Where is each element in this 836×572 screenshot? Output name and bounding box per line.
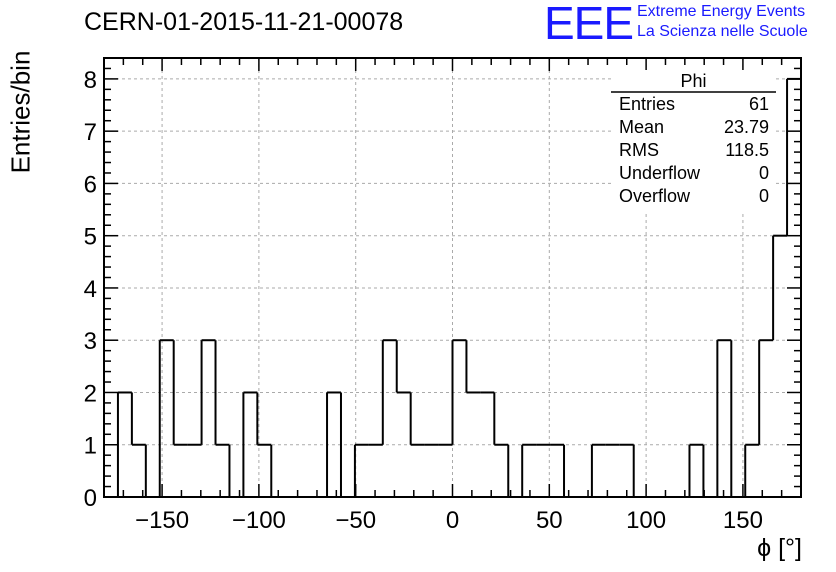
y-tick-label: 8 [84,67,97,94]
eee-logo: EEE [544,0,634,49]
x-tick-label: −150 [135,507,189,534]
stats-box-title: Phi [680,71,706,91]
x-tick-label: 100 [626,507,666,534]
x-axis-label: ϕ [°] [757,534,802,562]
stats-value: 118.5 [725,140,769,160]
logo-subtitle-2: La Scienza nelle Scuole [637,23,808,40]
y-tick-label: 7 [84,119,97,146]
axis-tick-labels: −150 −100 −50 0 50 100 150 0 1 2 3 4 5 6 7 8 [84,67,763,534]
x-tick-label: −50 [335,507,376,534]
stats-value: 0 [759,186,769,206]
stats-label: RMS [619,140,659,160]
axis-ticks [104,58,801,498]
stats-value: 61 [749,94,769,114]
x-tick-label: 150 [723,507,763,534]
y-tick-label: 0 [84,485,97,512]
stats-label: Underflow [619,163,701,183]
stats-value: 23.79 [724,117,769,137]
logo-subtitle-1: Extreme Energy Events [637,3,806,20]
stats-label: Mean [619,117,664,137]
chart-title: CERN-01-2015-11-21-00078 [84,8,404,36]
y-tick-label: 3 [84,328,97,355]
stats-value: 0 [759,163,769,183]
stats-label: Entries [619,94,675,114]
x-tick-label: 50 [536,507,563,534]
stats-box-background [611,70,776,212]
y-axis-label: Entries/bin [5,50,36,174]
y-tick-label: 6 [84,171,97,198]
x-tick-label: 0 [446,507,459,534]
y-tick-label: 1 [84,433,97,460]
stats-label: Overflow [619,186,691,206]
y-tick-label: 2 [84,380,97,407]
x-tick-label: −100 [232,507,286,534]
y-tick-label: 5 [84,224,97,251]
y-tick-label: 4 [84,276,97,303]
